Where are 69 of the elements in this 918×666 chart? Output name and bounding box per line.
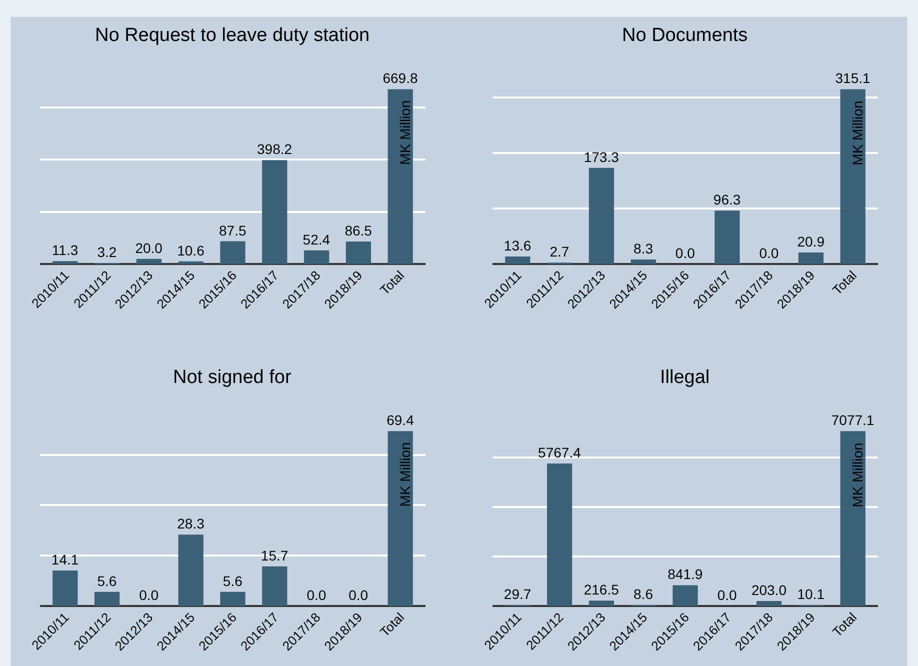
chart-title: No Request to leave duty station [95, 25, 370, 46]
annotation: MK Million [397, 442, 414, 507]
data-label: 3.2 [97, 244, 117, 260]
data-label: 173.3 [584, 148, 620, 165]
data-label: 13.6 [504, 238, 532, 254]
bar [178, 534, 204, 606]
data-label: 29.7 [504, 586, 532, 602]
data-label: 10.6 [177, 242, 205, 258]
data-label: 669.8 [382, 70, 418, 86]
data-label: 69.4 [386, 412, 414, 428]
data-label: 841.9 [668, 566, 703, 582]
bar [505, 256, 530, 264]
data-label: 216.5 [584, 582, 620, 598]
data-label: 0.0 [717, 587, 737, 603]
bar [220, 241, 246, 264]
data-label: 8.3 [634, 240, 654, 256]
data-label: 11.3 [52, 242, 78, 258]
data-label: 0.0 [139, 587, 159, 603]
bar [840, 89, 866, 264]
bar [304, 250, 330, 264]
chart-title: No Documents [622, 25, 748, 46]
data-label: 0.0 [675, 245, 696, 262]
bar [52, 261, 78, 264]
chart-title: Illegal [660, 367, 710, 388]
data-label: 2.7 [550, 244, 570, 260]
bar [220, 592, 246, 606]
data-label: 14.1 [51, 551, 79, 568]
bar [388, 89, 413, 264]
data-label: 0.0 [306, 587, 326, 603]
data-label: 8.6 [634, 586, 654, 602]
bar [388, 431, 413, 606]
bar [672, 585, 698, 606]
bar [178, 261, 204, 264]
data-label: 5.6 [222, 572, 243, 589]
bar [630, 259, 656, 264]
data-label: 96.3 [713, 192, 741, 208]
data-label: 203.0 [751, 582, 787, 598]
data-label: 15.7 [260, 547, 288, 564]
chart-title: Not signed for [173, 367, 292, 388]
data-label: 20.0 [135, 240, 163, 256]
data-label: 315.1 [835, 70, 870, 86]
data-label: 20.9 [797, 234, 825, 250]
bar [840, 431, 866, 606]
bar [714, 210, 740, 264]
bar [798, 252, 824, 264]
annotation: MK Million [849, 100, 866, 166]
data-label: 7077.1 [831, 412, 874, 428]
bar [546, 463, 572, 606]
annotation: MK Million [396, 100, 413, 165]
bar [262, 566, 288, 606]
bar [346, 242, 372, 264]
data-label: 0.0 [348, 587, 368, 603]
data-label: 86.5 [344, 222, 372, 239]
data-label: 0.0 [759, 245, 779, 262]
bar [262, 160, 288, 264]
data-label: 398.2 [257, 141, 292, 158]
data-label: 5767.4 [538, 444, 582, 460]
data-label: 10.1 [797, 586, 825, 602]
bar [136, 258, 162, 264]
bar [756, 600, 782, 606]
bar [52, 570, 78, 606]
data-label: 28.3 [177, 516, 205, 532]
data-label: 5.6 [97, 572, 117, 589]
data-label: 52.4 [302, 231, 330, 248]
bar [588, 600, 614, 606]
bar [588, 168, 614, 264]
data-label: 87.5 [219, 222, 246, 238]
annotation: MK Million [850, 442, 866, 508]
bar [94, 592, 120, 606]
